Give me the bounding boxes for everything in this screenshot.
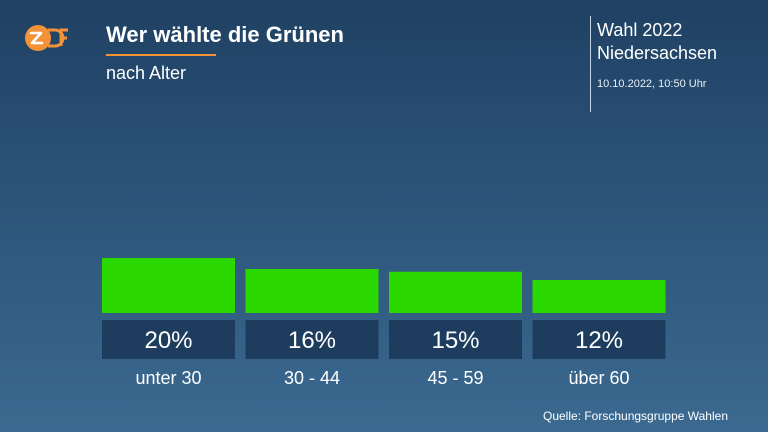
header-divider [590, 16, 591, 112]
value-label-box-3 [532, 320, 666, 359]
category-label-2: 45 - 59 [427, 368, 483, 388]
zdf-logo [25, 25, 68, 51]
bar-2 [389, 271, 522, 313]
category-label-1: 30 - 44 [284, 368, 340, 388]
data-label-0: 20% [144, 327, 192, 354]
data-label-2: 15% [431, 327, 479, 354]
chart-title: Wer wählte die Grünen [106, 22, 344, 47]
value-label-box-2 [389, 320, 522, 359]
bar-0 [102, 258, 235, 313]
category-label-0: unter 30 [135, 368, 201, 388]
source-note: Quelle: Forschungsgruppe Wahlen [543, 409, 728, 423]
election-title: Wahl 2022 [597, 20, 683, 40]
timestamp: 10.10.2022, 10:50 Uhr [597, 78, 707, 90]
election-state: Niedersachsen [597, 43, 718, 63]
bar-1 [245, 269, 379, 313]
title-underline [106, 54, 216, 56]
data-label-1: 16% [288, 327, 336, 354]
value-label-box-0 [102, 320, 235, 359]
data-label-3: 12% [575, 327, 623, 354]
bar-3 [532, 280, 666, 313]
chart-subtitle: nach Alter [106, 63, 187, 83]
category-label-3: über 60 [568, 368, 629, 388]
value-label-box-1 [245, 320, 379, 359]
